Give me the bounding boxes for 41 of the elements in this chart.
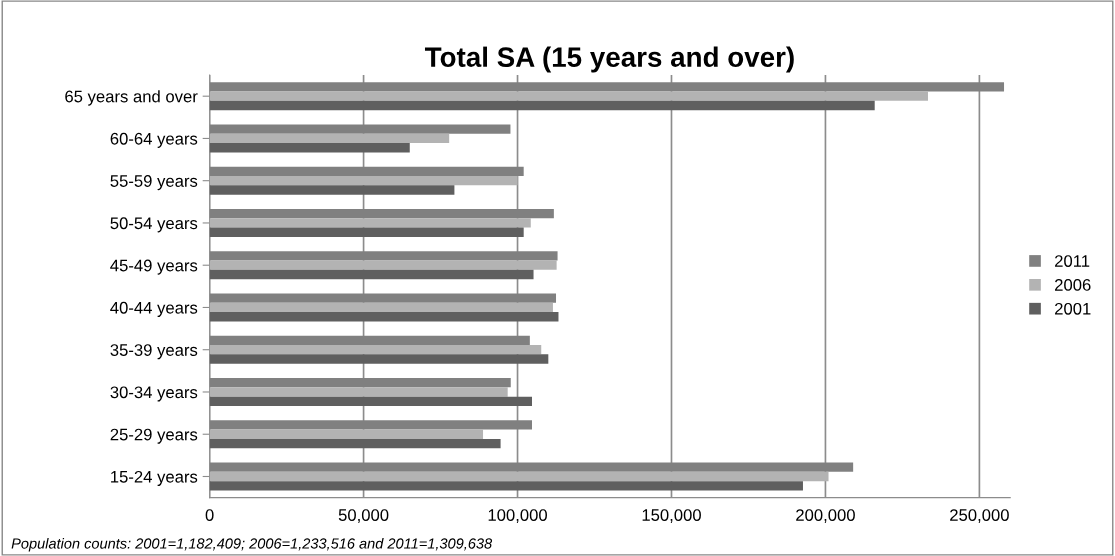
bar: [209, 438, 501, 449]
y-tick-label: 30-34 years: [110, 386, 198, 402]
text: Population counts: 2001=1,182,409; 2006=1,233,516 and 2011=1,309,638: [11, 537, 493, 552]
bar: [209, 260, 557, 270]
y-tick-label: 40-44 years: [110, 301, 198, 317]
bar: [209, 227, 524, 237]
y-tick-label: 15-24 years: [111, 470, 198, 486]
bar: [209, 218, 531, 228]
bar: [209, 481, 803, 491]
bar: [209, 302, 553, 313]
bar: [209, 312, 559, 322]
x-tick-label: 250,000: [950, 509, 1009, 523]
legend-label: 2001: [1055, 302, 1091, 315]
y-tick-label: 65 years and over: [65, 90, 198, 106]
y-tick-label: 25-29 years: [110, 428, 198, 444]
bar: [209, 100, 875, 111]
x-tick-label: 0: [205, 509, 214, 521]
y-tick-label: 55-59 years: [110, 175, 198, 191]
x-tick-label: 150,000: [642, 509, 701, 523]
x-tick-label: 50,000: [338, 509, 389, 523]
y-tick-label: 50-54 years: [110, 217, 198, 233]
bar: [209, 185, 455, 195]
bar: [209, 91, 928, 101]
y-tick-label: 35-39 years: [110, 344, 198, 360]
bar: [209, 387, 508, 397]
bar: [209, 396, 532, 406]
y-tick-label: 60-64 years: [110, 132, 198, 148]
legend-label: 2006: [1055, 279, 1091, 291]
chart-title: Total SA (15 years and over): [424, 46, 794, 73]
x-tick-label: 100,000: [488, 509, 548, 523]
bar: [209, 354, 549, 364]
legend-label: 2011: [1055, 255, 1090, 267]
bar: [209, 345, 542, 355]
y-tick-label: 45-49 years: [110, 259, 198, 275]
bar: [209, 176, 518, 186]
bar: [209, 429, 484, 439]
bar: [209, 471, 829, 482]
bar: [209, 269, 534, 280]
bar: [209, 143, 410, 153]
bar: [209, 133, 450, 144]
x-tick-label: 200,000: [796, 509, 855, 523]
